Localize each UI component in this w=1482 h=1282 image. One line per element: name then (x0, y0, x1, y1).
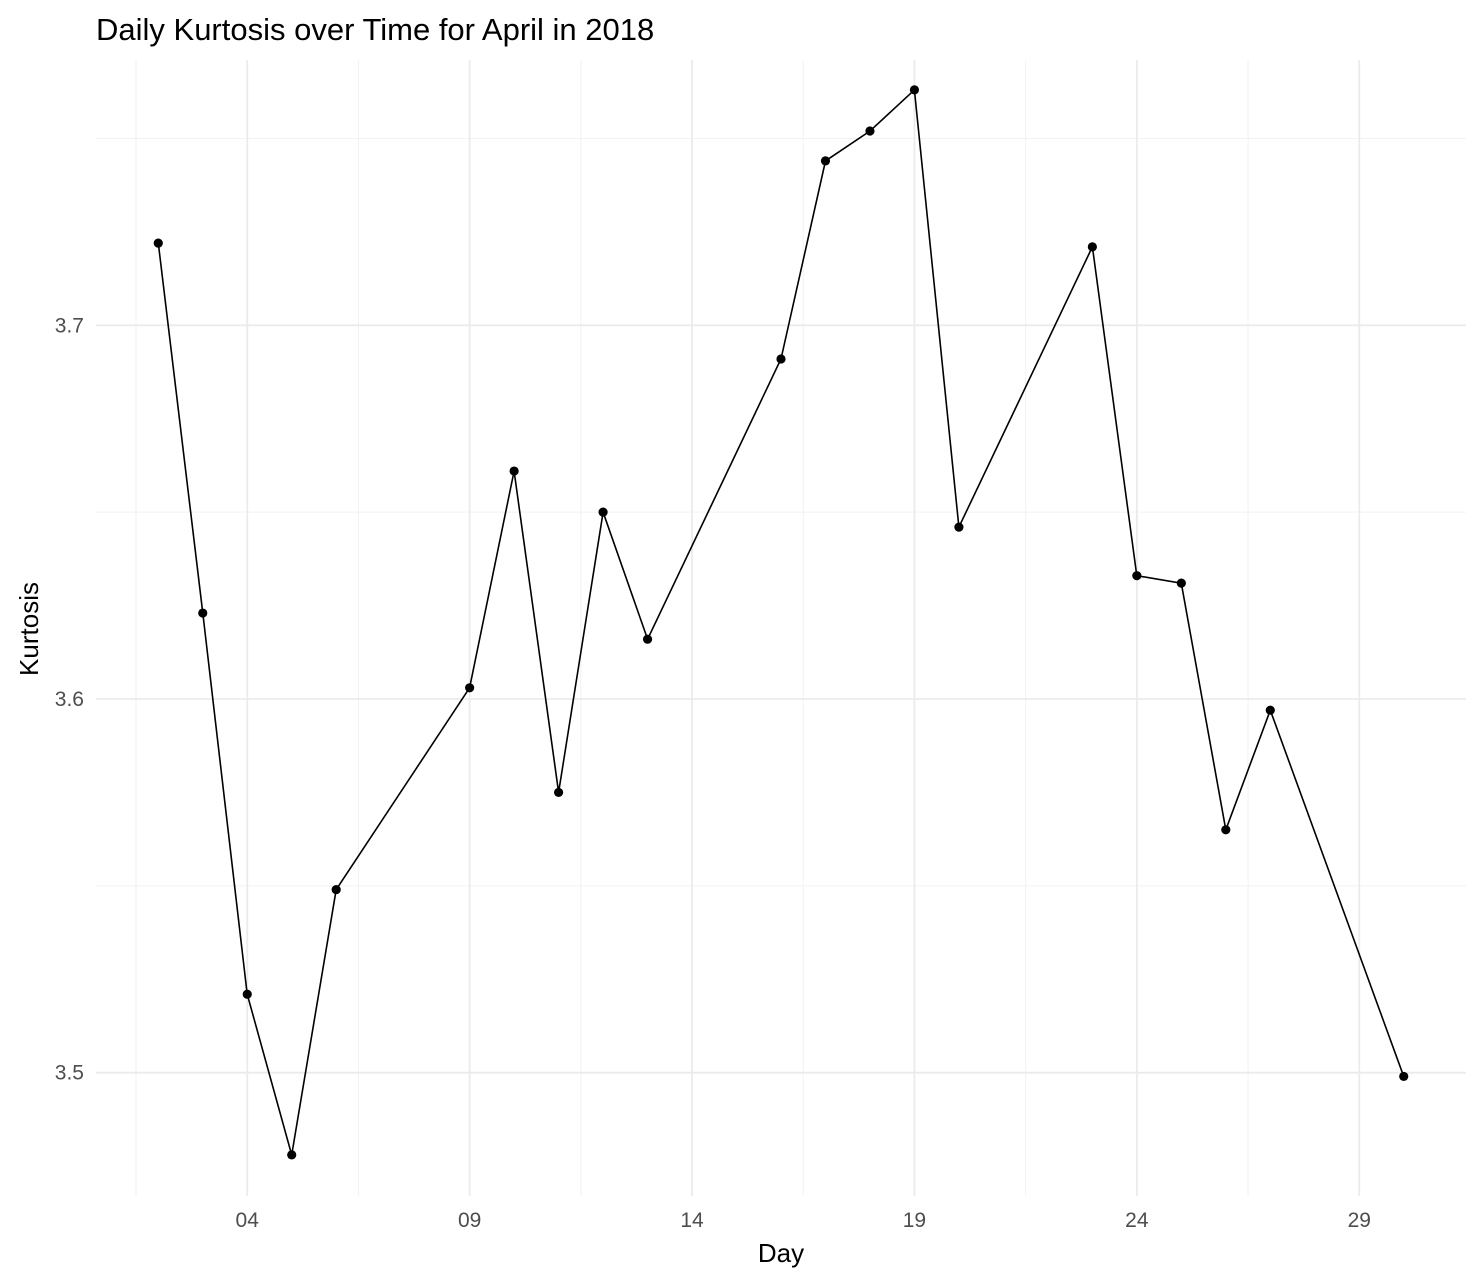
data-point (1132, 571, 1142, 581)
x-tick-label: 14 (680, 1209, 704, 1232)
data-point (1176, 578, 1186, 588)
series-kurtosis (153, 85, 1409, 1160)
data-point (509, 466, 519, 476)
data-point (1087, 242, 1097, 252)
data-point (820, 156, 831, 166)
chart-title: Daily Kurtosis over Time for April in 20… (96, 12, 654, 47)
y-tick-label: 3.7 (55, 314, 84, 337)
data-point (287, 1150, 297, 1160)
data-point (1399, 1071, 1409, 1082)
x-axis-title: Day (758, 1238, 804, 1268)
x-tick-label: 19 (903, 1209, 926, 1232)
data-point (1221, 825, 1231, 835)
data-point (242, 989, 252, 999)
data-point (909, 85, 920, 95)
data-point (598, 507, 608, 517)
data-point (954, 522, 964, 532)
data-point (465, 683, 475, 693)
y-axis-title: Kurtosis (14, 582, 44, 676)
x-axis-ticks: 04 09 14 19 24 29 (236, 1209, 1371, 1232)
data-point (553, 787, 564, 798)
data-point (642, 634, 653, 644)
x-tick-label: 29 (1348, 1209, 1371, 1232)
x-tick-label: 04 (236, 1209, 260, 1232)
x-tick-label: 09 (458, 1209, 481, 1232)
x-tick-label: 24 (1125, 1209, 1149, 1232)
y-axis-ticks: 3.5 3.6 3.7 (55, 314, 84, 1084)
y-tick-label: 3.5 (55, 1062, 84, 1085)
data-point (198, 608, 208, 618)
y-tick-label: 3.6 (55, 688, 84, 711)
data-point (153, 238, 163, 248)
grid (96, 60, 1466, 1196)
data-point (331, 884, 341, 895)
data-point (865, 126, 875, 136)
data-point (1265, 705, 1275, 715)
series-line (157, 88, 1405, 1156)
data-point (776, 354, 786, 364)
